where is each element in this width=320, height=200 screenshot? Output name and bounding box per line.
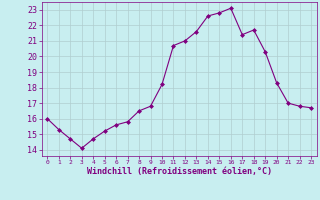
X-axis label: Windchill (Refroidissement éolien,°C): Windchill (Refroidissement éolien,°C) [87,167,272,176]
